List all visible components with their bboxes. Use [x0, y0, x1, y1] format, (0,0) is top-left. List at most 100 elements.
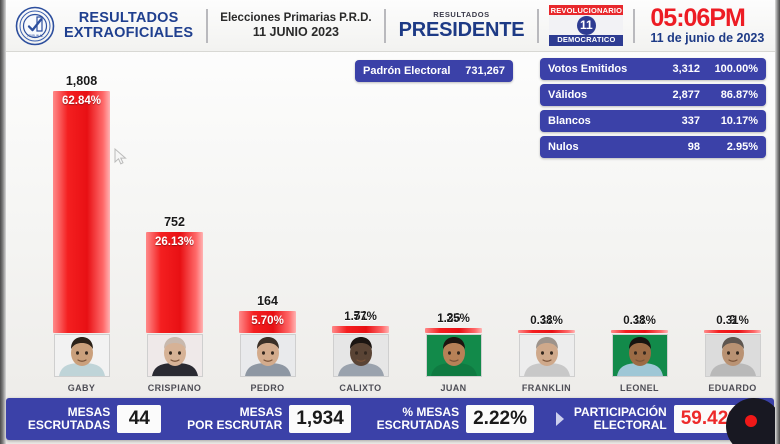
candidate-column: 1,808 62.84% GABY	[35, 74, 128, 395]
candidate-column: 11 0.38% LEONEL	[593, 114, 686, 395]
candidate-photo	[426, 334, 482, 377]
candidate-name: EDUARDO	[708, 383, 757, 393]
results-bar-chart: 1,808 62.84% GABY 752 26.13% CRISPIANO 164 5.70…	[0, 52, 780, 395]
candidate-vote-percent: 26.13%	[154, 236, 194, 248]
participacion-label-line2: ELECTORAL	[593, 418, 667, 432]
election-info-block: Elecciones Primarias P.R.D. 11 JUNIO 202…	[215, 11, 376, 40]
election-date: 11 JUNIO 2023	[252, 25, 340, 39]
frame-edge-right	[775, 0, 780, 444]
mesas-escrutadas-label-line2: ESCRUTADAS	[27, 418, 111, 432]
candidate-vote-count: 1,808	[65, 74, 98, 88]
candidate-name: CALIXTO	[339, 383, 382, 393]
candidate-vote-count: 11	[539, 313, 554, 327]
mesas-por-escrutar-label-line1: MESAS	[239, 405, 283, 419]
candidate-column: 9 0.31% EDUARDO	[686, 114, 779, 395]
participacion-label-line1: PARTICIPACIÓN	[573, 405, 667, 419]
candidate-photo	[705, 334, 761, 377]
mesas-por-escrutar-label-line2: POR ESCRUTAR	[187, 418, 283, 432]
padron-electoral-panel: Padrón Electoral 731,267	[355, 60, 513, 82]
office-name: PRESIDENTE	[398, 19, 525, 41]
stat-percent: 100.00%	[714, 63, 758, 75]
candidate-vote-count: 11	[632, 313, 647, 327]
candidate-bar	[332, 326, 389, 333]
stat-row-nulos: Nulos 98 2.95%	[540, 136, 766, 158]
candidate-photo	[54, 334, 110, 377]
pct-mesas-value: 2.22%	[466, 405, 534, 433]
candidate-bar	[53, 91, 110, 333]
candidate-name: FRANKLIN	[521, 383, 572, 393]
party-number-band: 11	[549, 15, 624, 35]
candidate-bar	[611, 330, 668, 333]
results-title-block: RESULTADOS EXTRAOFICIALES	[58, 0, 199, 51]
record-indicator-icon	[726, 398, 780, 444]
office-title-block: RESULTADOS PRESIDENTE	[393, 10, 531, 41]
current-time: 05:06PM	[650, 3, 745, 32]
candidate-vote-percent: 0.38%	[623, 315, 656, 327]
stat-percent: 86.87%	[720, 89, 758, 101]
stat-name: Blancos	[548, 115, 591, 127]
chevron-right-icon	[555, 412, 564, 426]
candidate-photo	[333, 334, 389, 377]
candidate-photo	[519, 334, 575, 377]
party-top-label: REVOLUCIONARIO	[549, 5, 624, 15]
stat-name: Nulos	[548, 141, 579, 153]
results-title-line1: RESULTADOS	[78, 9, 179, 26]
candidate-vote-percent: 5.70%	[251, 315, 284, 327]
mesas-escrutadas-value: 44	[117, 405, 162, 433]
header-divider-2	[383, 8, 386, 43]
mesas-escrutadas-group: MESAS ESCRUTADAS 44	[24, 398, 165, 440]
stat-percent: 10.17%	[720, 115, 758, 127]
candidate-column: 36 1.25% JUAN	[407, 114, 500, 395]
svg-text:TRIBUNAL: TRIBUNAL	[27, 34, 44, 38]
stat-name: Votos Emitidos	[548, 63, 628, 75]
pct-mesas-label-line1: % MESAS	[402, 405, 460, 419]
header-divider-3	[537, 8, 540, 43]
mouse-pointer-icon	[114, 148, 127, 165]
stat-name: Válidos	[548, 89, 588, 101]
electoral-tribunal-seal-icon: TRIBUNAL	[0, 6, 58, 46]
current-date: 11 de junio de 2023	[650, 30, 765, 45]
candidate-vote-count: 51	[353, 309, 368, 323]
candidate-column: 11 0.38% FRANKLIN	[500, 114, 593, 395]
header-divider-4	[633, 8, 636, 43]
candidate-bar	[146, 232, 203, 333]
candidate-vote-percent: 0.31%	[716, 315, 749, 327]
candidate-vote-count: 752	[164, 215, 185, 229]
mesas-por-escrutar-group: MESAS POR ESCRUTAR 1,934	[183, 398, 355, 440]
frame-edge-left	[0, 0, 6, 444]
office-superlabel: RESULTADOS	[433, 10, 490, 19]
stat-value: 3,312	[672, 63, 700, 75]
results-title-line2: EXTRAOFICIALES	[64, 24, 194, 41]
candidate-name: LEONEL	[620, 383, 659, 393]
vote-summary-panel: Votos Emitidos 3,312 100.00% Válidos 2,8…	[540, 58, 766, 162]
candidate-photo	[240, 334, 296, 377]
candidate-vote-percent: 1.25%	[437, 313, 470, 325]
candidate-vote-percent: 0.38%	[530, 315, 563, 327]
clock-block: 05:06PM 11 de junio de 2023	[642, 3, 765, 46]
candidate-photo	[612, 334, 668, 377]
candidate-bar	[704, 330, 761, 333]
candidate-vote-count: 9	[729, 313, 736, 327]
candidate-photo	[147, 334, 203, 377]
mesas-escrutadas-label-line1: MESAS	[67, 405, 111, 419]
candidate-column: 164 5.70% PEDRO	[221, 114, 314, 395]
stat-value: 2,877	[672, 89, 700, 101]
party-number: 11	[576, 15, 596, 35]
candidate-name: PEDRO	[250, 383, 285, 393]
candidate-column: 51 1.77% CALIXTO	[314, 114, 407, 395]
pct-mesas-label-line2: ESCRUTADAS	[376, 418, 460, 432]
padron-label: Padrón Electoral	[363, 65, 451, 77]
stat-percent: 2.95%	[726, 141, 758, 153]
padron-value: 731,267	[465, 65, 505, 77]
candidate-vote-percent: 1.77%	[344, 311, 377, 323]
candidate-vote-percent: 62.84%	[61, 95, 101, 107]
candidate-bar	[425, 328, 482, 333]
stat-row-votos-emitidos: Votos Emitidos 3,312 100.00%	[540, 58, 766, 80]
candidate-name: JUAN	[440, 383, 467, 393]
mesas-por-escrutar-value: 1,934	[289, 405, 351, 433]
candidate-bar	[239, 311, 296, 333]
candidate-vote-count: 36	[446, 311, 461, 325]
candidate-name: CRISPIANO	[147, 383, 202, 393]
pct-mesas-escrutadas-group: % MESAS ESCRUTADAS 2.22%	[373, 398, 538, 440]
candidate-bar	[518, 330, 575, 333]
